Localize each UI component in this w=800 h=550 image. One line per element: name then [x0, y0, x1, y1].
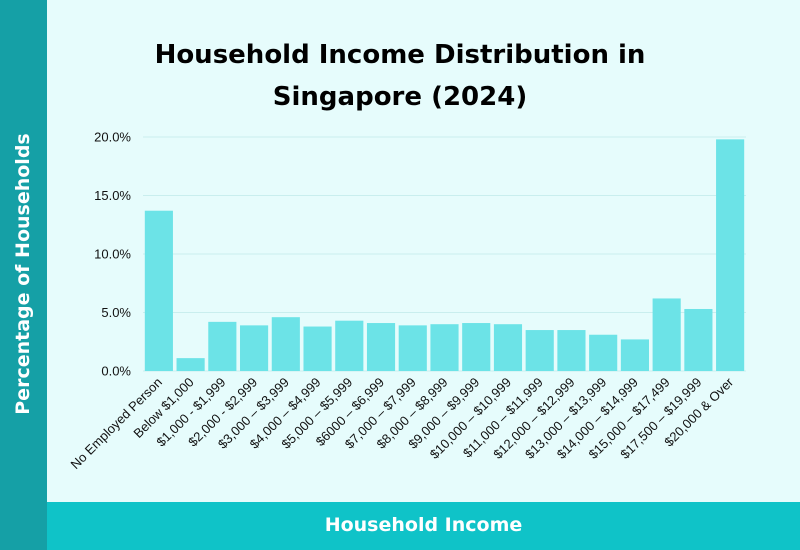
bars — [144, 139, 745, 371]
bar — [589, 334, 618, 371]
bar — [398, 325, 427, 371]
bar — [176, 358, 205, 371]
y-tick-label: 5.0% — [101, 305, 131, 320]
chart-title: Household Income Distribution in Singapo… — [154, 40, 646, 112]
x-axis-band: Household Income — [47, 502, 800, 550]
y-tick-label: 0.0% — [101, 364, 131, 379]
y-tick-label: 15.0% — [94, 188, 131, 203]
x-axis-label: Household Income — [324, 514, 523, 536]
bar — [430, 324, 459, 371]
bar — [366, 323, 396, 371]
bar — [240, 325, 269, 371]
bar — [271, 317, 300, 371]
bar — [716, 139, 745, 371]
y-tick-label: 20.0% — [94, 130, 131, 145]
bar — [303, 326, 332, 371]
bar — [557, 330, 586, 371]
y-tick-labels: 0.0% 5.0% 10.0% 15.0% 20.0% — [94, 130, 131, 379]
y-axis-band: Percentage of Households — [0, 0, 47, 550]
y-tick-label: 10.0% — [94, 247, 131, 262]
bar — [208, 321, 237, 371]
bar — [525, 330, 554, 371]
bar — [652, 298, 681, 371]
bar — [144, 210, 173, 371]
bar — [335, 320, 364, 371]
bar — [620, 339, 649, 371]
bar — [493, 324, 523, 371]
bar — [684, 308, 713, 371]
bar — [462, 323, 491, 371]
